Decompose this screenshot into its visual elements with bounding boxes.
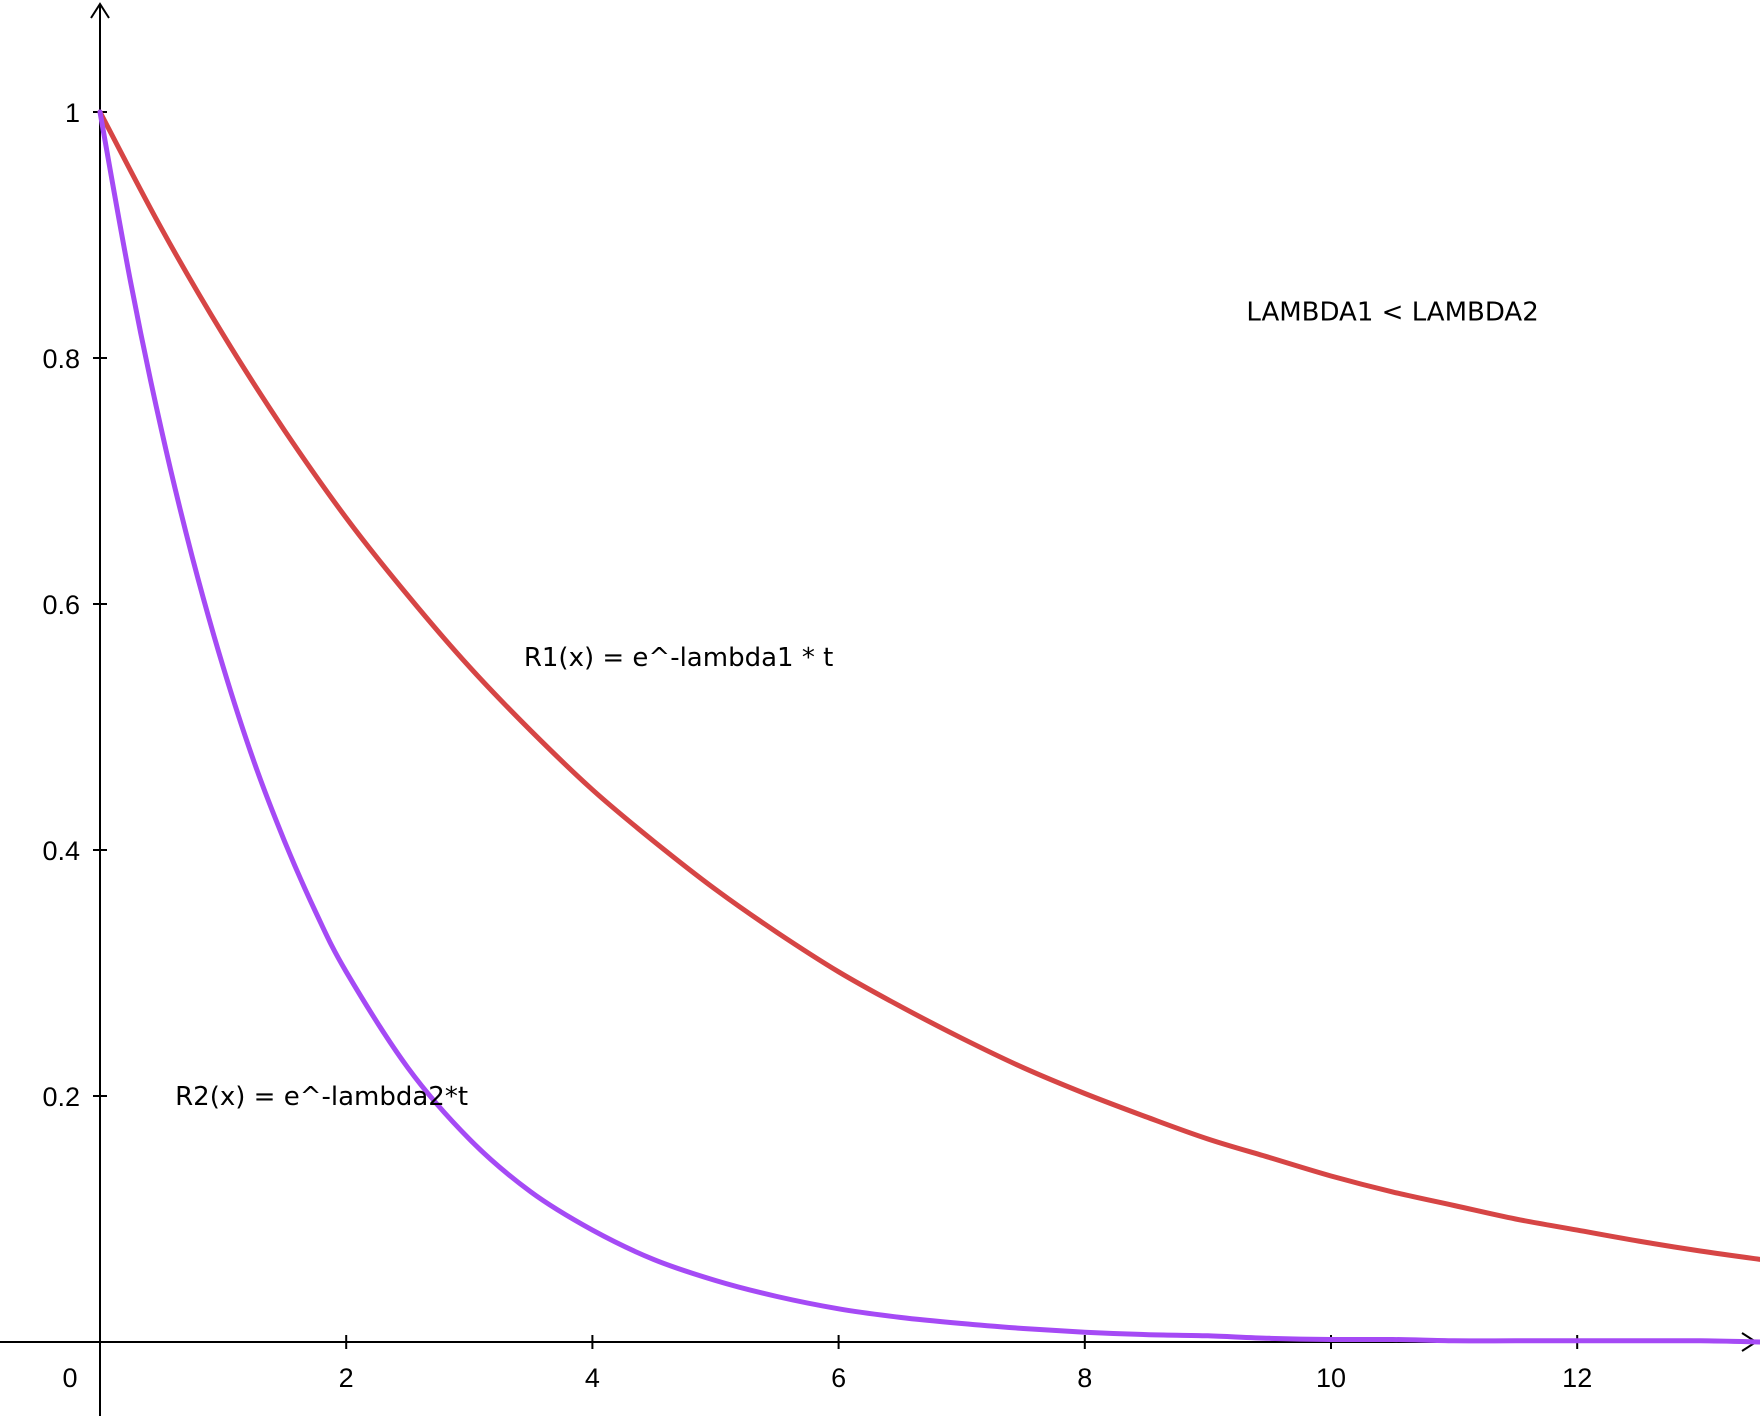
- y-axis-arrow: [90, 2, 110, 19]
- x-tick-label: 4: [585, 1363, 600, 1393]
- series-r1-line: [97, 109, 1760, 1262]
- annotation-label: R1(x) = e^-lambda1 * t: [524, 643, 833, 673]
- y-tick-label: 1: [65, 98, 80, 128]
- x-tick-label: 2: [339, 1363, 354, 1393]
- x-tick-label: 0: [62, 1363, 77, 1393]
- annotation-label: LAMBDA1 < LAMBDA2: [1246, 297, 1538, 327]
- x-tick-label: 10: [1316, 1363, 1346, 1393]
- y-tick-label: 0.2: [42, 1082, 80, 1112]
- y-tick-label: 0.4: [42, 836, 80, 866]
- series-r2-line: [97, 109, 1760, 1345]
- x-tick-label: 6: [831, 1363, 846, 1393]
- x-tick-label: 8: [1077, 1363, 1092, 1393]
- series-curves: [97, 109, 1760, 1345]
- x-tick-label: 12: [1562, 1363, 1592, 1393]
- y-tick-label: 0.6: [42, 590, 80, 620]
- tick-marks: [93, 111, 1579, 1349]
- annotations: LAMBDA1 < LAMBDA2 R1(x) = e^-lambda1 * t R…: [175, 297, 1539, 1112]
- tick-labels: 0 2 4 6 8 10 12 0.2 0.4 0.6 0.8 1: [42, 98, 1592, 1393]
- y-tick-label: 0.8: [42, 344, 80, 374]
- annotation-label: R2(x) = e^-lambda2*t: [175, 1082, 468, 1112]
